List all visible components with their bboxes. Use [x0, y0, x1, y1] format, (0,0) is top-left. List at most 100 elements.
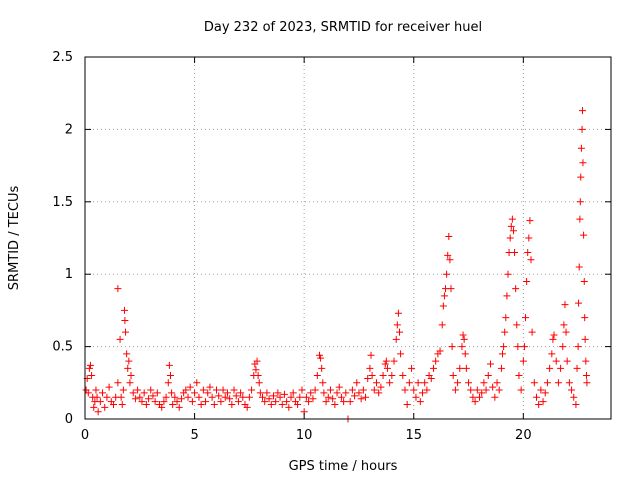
x-axis-label: GPS time / hours — [289, 459, 398, 474]
data-point — [546, 364, 554, 372]
data-point — [280, 390, 288, 398]
data-point — [473, 386, 481, 394]
data-point — [342, 389, 350, 397]
data-point — [429, 364, 437, 372]
data-point — [575, 263, 583, 271]
data-point — [535, 401, 543, 409]
data-point — [316, 351, 324, 359]
data-point — [579, 159, 587, 167]
data-point — [186, 383, 194, 391]
data-point — [581, 335, 589, 343]
data-point — [368, 372, 376, 380]
data-point — [465, 379, 473, 387]
data-point — [217, 398, 225, 406]
data-point — [151, 398, 159, 406]
data-point — [439, 302, 447, 310]
data-point — [324, 393, 332, 401]
data-point — [298, 386, 306, 394]
data-point — [408, 364, 416, 372]
data-point — [460, 335, 468, 343]
data-point — [416, 398, 424, 406]
data-point — [226, 395, 234, 403]
data-point — [123, 350, 131, 358]
data-point — [449, 372, 457, 380]
data-point — [560, 321, 568, 329]
data-point — [515, 372, 523, 380]
data-point — [580, 277, 588, 285]
data-point — [454, 379, 462, 387]
data-point — [90, 403, 98, 411]
data-point — [348, 386, 356, 394]
data-point — [414, 379, 422, 387]
data-point — [399, 372, 407, 380]
plot-frame — [84, 56, 612, 420]
data-point — [495, 386, 503, 394]
data-point — [458, 343, 466, 351]
data-point — [162, 393, 170, 401]
data-point — [386, 379, 394, 387]
data-point — [127, 372, 135, 380]
data-point — [149, 392, 157, 400]
data-point — [381, 360, 389, 368]
data-point — [559, 343, 567, 351]
data-point — [168, 389, 176, 397]
data-point — [140, 389, 148, 397]
data-point — [335, 383, 343, 391]
data-point — [527, 256, 535, 264]
data-point — [372, 379, 380, 387]
data-point — [364, 374, 372, 382]
data-point — [491, 393, 499, 401]
data-point — [543, 379, 551, 387]
data-point — [88, 372, 96, 380]
data-point — [136, 393, 144, 401]
data-point — [265, 395, 273, 403]
data-point — [476, 393, 483, 401]
data-point — [503, 292, 511, 300]
data-point — [508, 215, 516, 223]
data-point — [248, 386, 256, 394]
data-point — [147, 386, 155, 394]
data-point — [366, 364, 374, 372]
data-point — [392, 335, 400, 343]
data-point — [525, 234, 533, 242]
data-point — [502, 314, 510, 322]
data-point — [269, 392, 277, 400]
data-point — [119, 386, 127, 394]
data-point — [507, 222, 515, 230]
data-point — [99, 389, 107, 397]
data-point — [513, 321, 521, 329]
x-tick-label: 20 — [515, 428, 532, 443]
data-point — [131, 395, 139, 403]
data-point — [105, 383, 113, 391]
x-tick-label: 15 — [405, 428, 422, 443]
data-point — [561, 301, 569, 309]
data-point — [375, 389, 383, 397]
data-point — [394, 309, 402, 317]
data-point — [550, 331, 558, 339]
data-point — [109, 401, 117, 409]
y-tick-label: 1 — [65, 267, 73, 282]
data-point — [243, 403, 251, 411]
data-point — [577, 173, 585, 181]
data-point — [120, 306, 128, 314]
data-point — [160, 398, 168, 406]
data-point — [541, 389, 549, 397]
data-point — [549, 335, 557, 343]
data-point — [377, 383, 385, 391]
data-point — [501, 328, 509, 336]
data-point — [117, 393, 125, 401]
data-point — [261, 398, 269, 406]
data-point — [230, 386, 238, 394]
data-point — [412, 393, 420, 401]
data-point — [182, 386, 190, 394]
data-point — [85, 364, 93, 372]
data-point — [296, 393, 304, 401]
data-point — [129, 389, 137, 397]
data-point — [202, 398, 210, 406]
data-point — [302, 393, 310, 401]
data-point — [340, 398, 348, 406]
data-point — [539, 398, 547, 406]
data-point — [84, 389, 92, 397]
data-point — [355, 389, 363, 397]
